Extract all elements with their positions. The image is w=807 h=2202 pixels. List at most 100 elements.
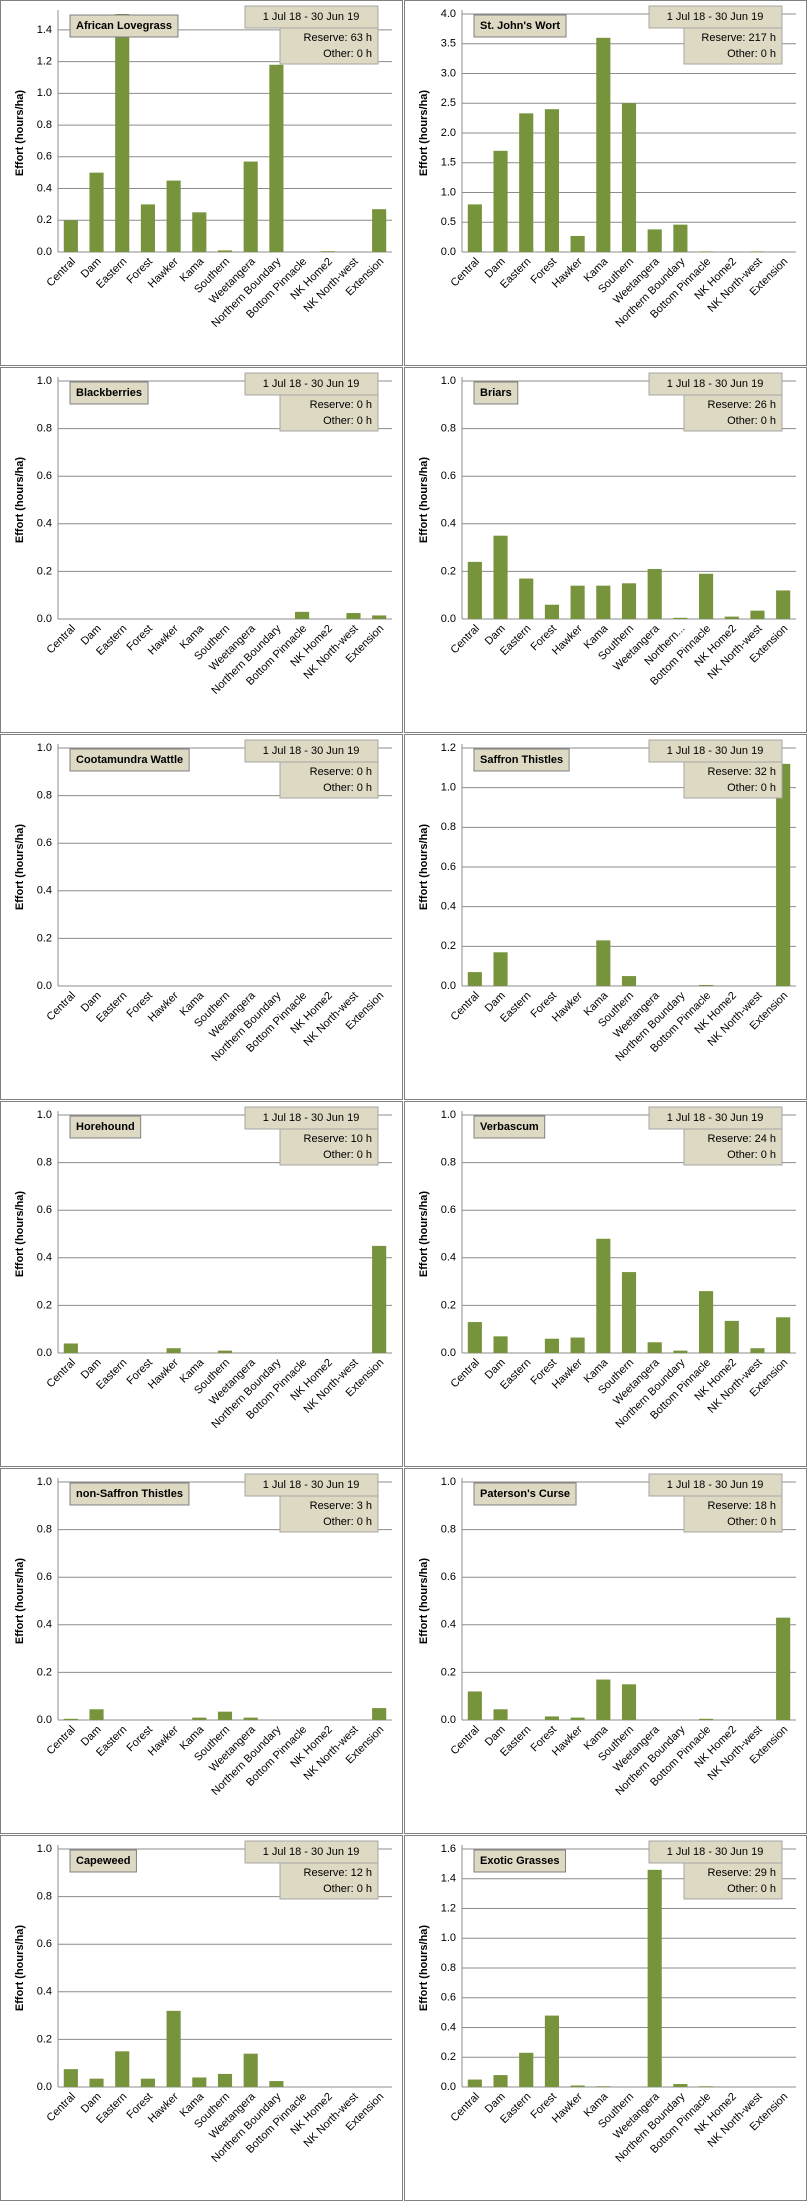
- note: Reserve: 12 h: [304, 1867, 372, 1879]
- note: Reserve: 0 h: [310, 766, 372, 778]
- y-tick-label: 0.6: [441, 1204, 456, 1216]
- y-tick-label: 0.6: [441, 1992, 456, 2004]
- notes-bg: [279, 1495, 379, 1533]
- title-bg: [473, 381, 519, 405]
- bar: [699, 1718, 714, 1720]
- notes-bg: [279, 1128, 379, 1166]
- bar: [192, 1717, 207, 1720]
- y-tick-label: 0.0: [441, 1347, 456, 1359]
- y-tick-label: 0.0: [441, 2081, 456, 2093]
- y-axis-label: Effort (hours/ha): [14, 824, 26, 910]
- date-range: 1 Jul 18 - 30 Jun 19: [667, 11, 764, 23]
- y-tick-label: 0.4: [37, 1252, 52, 1264]
- y-tick-label: 0.0: [37, 1347, 52, 1359]
- note: Reserve: 29 h: [708, 1867, 776, 1879]
- y-tick-label: 1.2: [441, 742, 456, 754]
- y-tick-label: 1.0: [441, 782, 456, 794]
- y-tick-label: 0.6: [37, 151, 52, 163]
- y-tick-label: 0.6: [441, 470, 456, 482]
- y-tick-label: 1.0: [441, 1109, 456, 1121]
- note: Other: 0 h: [323, 415, 372, 427]
- title-bg: [69, 1115, 142, 1139]
- bar: [647, 229, 662, 252]
- y-tick-label: 0.4: [441, 518, 456, 530]
- bar: [570, 2085, 585, 2087]
- bar: [544, 109, 559, 252]
- chart-title: Blackberries: [76, 387, 142, 399]
- bar: [699, 2086, 714, 2087]
- title-box: non-Saffron Thistles: [69, 1482, 190, 1506]
- title-box: Paterson's Curse: [473, 1482, 577, 1506]
- y-tick-label: 1.0: [37, 1109, 52, 1121]
- y-axis-label: Effort (hours/ha): [14, 1191, 26, 1277]
- chart-panel: 0.0 0.2 0.4 0.6 0.8 1.0 1.2 1.4 Effort (hours/ha…: [0, 0, 403, 366]
- title-box: African Lovegrass: [69, 14, 179, 38]
- chart-title: Horehound: [76, 1121, 135, 1133]
- y-tick-label: 0.5: [441, 216, 456, 228]
- y-tick-label: 1.0: [37, 375, 52, 387]
- title-box: Verbascum: [473, 1115, 546, 1139]
- bar: [372, 615, 387, 619]
- bar: [699, 251, 714, 252]
- note: Other: 0 h: [727, 1516, 776, 1528]
- bar: [372, 1708, 387, 1720]
- notes-bg: [683, 1862, 783, 1900]
- y-tick-label: 0.2: [37, 1299, 52, 1311]
- y-tick-label: 0.8: [441, 423, 456, 435]
- notes-bg: [683, 1495, 783, 1533]
- bar: [724, 1320, 739, 1353]
- date-range: 1 Jul 18 - 30 Jun 19: [263, 11, 360, 23]
- note: Other: 0 h: [727, 782, 776, 794]
- title-bg: [473, 14, 567, 38]
- y-tick-label: 0.8: [37, 423, 52, 435]
- chart-title: Capeweed: [76, 1855, 130, 1867]
- y-tick-label: 0.2: [441, 1299, 456, 1311]
- y-tick-label: 1.0: [37, 1476, 52, 1488]
- y-tick-label: 0.0: [37, 2081, 52, 2093]
- date-range: 1 Jul 18 - 30 Jun 19: [667, 1479, 764, 1491]
- bar: [544, 604, 559, 619]
- bar: [596, 37, 611, 252]
- y-tick-label: 1.4: [37, 24, 52, 36]
- bar: [621, 1684, 637, 1720]
- y-tick-label: 1.2: [441, 1902, 456, 1914]
- bar: [596, 585, 611, 619]
- y-tick-label: 1.0: [37, 1843, 52, 1855]
- y-tick-label: 0.4: [37, 885, 52, 897]
- y-tick-label: 0.6: [37, 1571, 52, 1583]
- y-tick-label: 0.2: [441, 2051, 456, 2063]
- bar: [544, 1338, 559, 1353]
- title-box: Cootamundra Wattle: [69, 748, 190, 772]
- y-tick-label: 0.4: [441, 901, 456, 913]
- note: Other: 0 h: [727, 1149, 776, 1161]
- title-bg: [473, 748, 570, 772]
- date-range: 1 Jul 18 - 30 Jun 19: [667, 378, 764, 390]
- bar: [596, 1679, 611, 1720]
- y-tick-label: 0.8: [441, 1524, 456, 1536]
- bar: [621, 1272, 637, 1353]
- bar: [115, 2051, 130, 2087]
- bar: [166, 180, 181, 252]
- y-tick-label: 0.4: [37, 1619, 52, 1631]
- y-tick-label: 1.6: [441, 1843, 456, 1855]
- y-tick-label: 0.0: [441, 613, 456, 625]
- bar: [673, 617, 688, 619]
- title-bg: [473, 1115, 546, 1139]
- notes-bg: [279, 1862, 379, 1900]
- bar: [115, 14, 130, 252]
- y-tick-label: 0.8: [37, 1157, 52, 1169]
- bar: [192, 2077, 207, 2087]
- note: Reserve: 217 h: [701, 32, 776, 44]
- bar: [673, 1350, 688, 1353]
- y-axis-label: Effort (hours/ha): [14, 1925, 26, 2011]
- bar: [519, 578, 534, 619]
- y-tick-label: 0.6: [37, 1204, 52, 1216]
- y-tick-label: 0.2: [37, 214, 52, 226]
- y-axis-label: Effort (hours/ha): [418, 457, 430, 543]
- bar: [776, 590, 791, 619]
